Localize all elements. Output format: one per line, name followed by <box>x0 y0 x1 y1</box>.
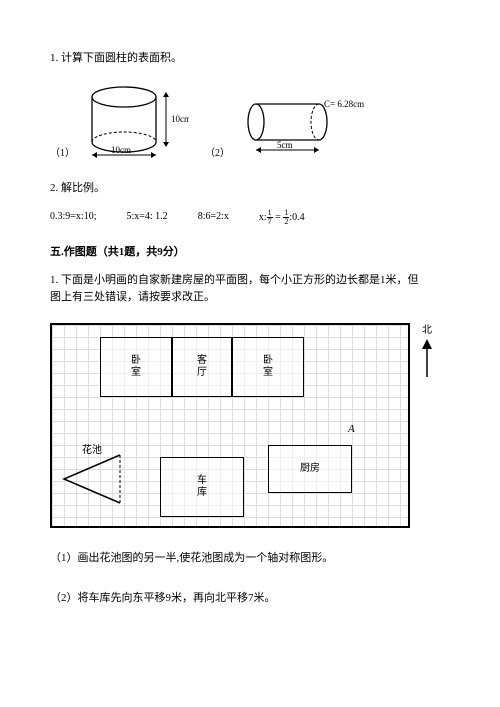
north-arrow-icon <box>420 339 434 379</box>
cyl1-d-text: 10cm <box>111 145 131 155</box>
north-indicator: 北 <box>420 323 434 379</box>
cyl2-len-text: 5cm <box>277 140 293 150</box>
s5-q1-line2: 图上有三处错误，请按要求改正。 <box>50 289 450 307</box>
s5-q1-line1: 1. 下面是小明画的自家新建房屋的平面图，每个小正方形的边长都是1米，但 <box>50 272 450 290</box>
section5-q1: 1. 下面是小明画的自家新建房屋的平面图，每个小正方形的边长都是1米，但 图上有… <box>50 272 450 307</box>
cylinder-figures: （1） 10cm 10cm （2） <box>50 82 450 162</box>
room-bedroom-2: 卧 室 <box>232 337 304 397</box>
cyl1-h-text: 10cm <box>171 114 189 124</box>
eq2: 5:x=4: 1.2 <box>126 209 167 226</box>
label-a: A <box>348 421 355 439</box>
room-kitchen: 厨房 <box>268 445 352 493</box>
room-garage: 车 库 <box>160 457 244 517</box>
north-label: 北 <box>422 323 432 339</box>
equations-row: 0.3:9=x:10; 5:x=4: 1.2 8:6=2:x x:17 = 12… <box>50 209 450 226</box>
question-2: 2. 解比例。 0.3:9=x:10; 5:x=4: 1.2 8:6=2:x x… <box>50 180 450 227</box>
q2-text: 2. 解比例。 <box>50 180 450 198</box>
cylinder-1-wrap: （1） 10cm 10cm <box>50 82 189 162</box>
cyl2-c-text: C= 6.28cm <box>324 99 364 109</box>
eq3: 8:6=2:x <box>198 209 229 226</box>
floorplan-grid: 卧 室 客 厅 卧 室 A 花池 车 库 厨房 <box>50 323 410 528</box>
cylinder-1-svg: 10cm 10cm <box>79 82 189 162</box>
eq4: x:17 = 12:0.4 <box>259 209 305 226</box>
room-bedroom-1: 卧 室 <box>100 337 172 397</box>
question-1: 1. 计算下面圆柱的表面积。 （1） 10cm 10cm <box>50 50 450 162</box>
eq1: 0.3:9=x:10; <box>50 209 96 226</box>
cylinder-2-wrap: （2） C= 6.28cm 5cm <box>205 92 364 162</box>
cyl2-label: （2） <box>205 146 230 162</box>
sub-question-1: （1）画出花池图的另一半,使花池图成为一个轴对称图形。 <box>50 550 450 568</box>
section-5-title: 五.作图题（共1题，共9分） <box>50 244 450 262</box>
floorplan-wrap: 卧 室 客 厅 卧 室 A 花池 车 库 厨房 北 <box>50 323 450 528</box>
q1-text: 1. 计算下面圆柱的表面积。 <box>50 50 450 68</box>
flower-pool-triangle <box>62 453 122 505</box>
sub-question-2: （2）将车库先向东平移9米，再向北平移7米。 <box>50 590 450 608</box>
cyl1-label: （1） <box>50 146 75 162</box>
cylinder-2-svg: C= 6.28cm 5cm <box>234 92 364 162</box>
room-living: 客 厅 <box>172 337 232 397</box>
